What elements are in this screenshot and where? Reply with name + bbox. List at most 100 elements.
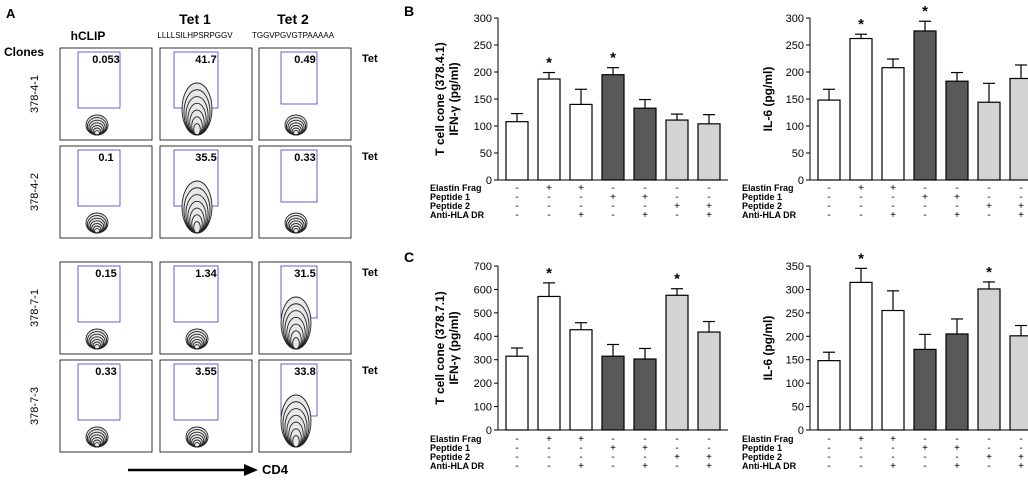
contour-line	[94, 442, 100, 448]
condition-sign: -	[923, 434, 926, 445]
condition-sign: -	[675, 461, 678, 472]
condition-label: Anti-HLA DR	[430, 461, 485, 471]
y-tick-label: 400	[474, 331, 492, 343]
condition-sign: -	[515, 434, 518, 445]
condition-sign: -	[643, 201, 646, 212]
condition-sign: -	[611, 183, 614, 194]
condition-sign: +	[674, 452, 680, 463]
gate-percentage: 0.1	[98, 152, 113, 164]
gate-percentage: 31.5	[294, 268, 315, 280]
gate-rectangle	[173, 363, 219, 421]
condition-sign: +	[642, 461, 648, 472]
condition-label: Peptide 1	[430, 192, 470, 202]
condition-sign: -	[923, 201, 926, 212]
bar	[817, 360, 841, 431]
bar	[881, 67, 905, 181]
clone-label: 378-7-3	[29, 387, 41, 425]
significance-marker: *	[674, 271, 680, 288]
bar	[537, 78, 561, 181]
bar	[945, 333, 969, 431]
y-tick-label: 250	[786, 40, 804, 52]
significance-marker: *	[858, 16, 864, 33]
condition-sign: -	[827, 443, 830, 454]
y-tick-label: 50	[792, 402, 804, 414]
condition-sign: -	[987, 183, 990, 194]
y-tick-label: 200	[786, 331, 804, 343]
condition-sign: -	[643, 452, 646, 463]
condition-label: Peptide 1	[742, 443, 782, 453]
condition-sign: -	[891, 443, 894, 454]
condition-sign: +	[1018, 210, 1024, 221]
significance-marker: *	[546, 265, 552, 282]
condition-sign: +	[890, 434, 896, 445]
contour-line	[193, 123, 201, 136]
bar	[601, 355, 625, 431]
condition-label: Peptide 1	[430, 443, 470, 453]
gate-rectangle	[280, 51, 318, 105]
y-tick-label: 0	[486, 175, 492, 187]
condition-sign: -	[611, 210, 614, 221]
bar	[633, 107, 657, 181]
condition-sign: -	[859, 210, 862, 221]
condition-sign: -	[579, 201, 582, 212]
flow-plot-grid: 378-4-1 Tet 0.053 41.7 0.49 378-4-2 Tet 0.1 35.5…	[29, 47, 378, 453]
condition-sign: -	[579, 452, 582, 463]
condition-sign: -	[579, 192, 582, 203]
flow-plot-frame	[159, 359, 253, 453]
gate-percentage: 41.7	[195, 54, 216, 66]
condition-label: Anti-HLA DR	[430, 210, 485, 220]
gate-rectangle	[280, 149, 318, 203]
y-tick-label: 250	[474, 40, 492, 52]
condition-sign: +	[674, 201, 680, 212]
y-tick-label: 0	[798, 175, 804, 187]
bar-chart: 0 50 100 150 200 250 300 T cell cone (378.4.1) I…	[430, 13, 728, 221]
contour-line	[94, 130, 100, 136]
condition-sign: -	[515, 183, 518, 194]
condition-sign: +	[922, 443, 928, 454]
condition-sign: -	[955, 201, 958, 212]
condition-sign: -	[955, 183, 958, 194]
y-tick-label: 300	[474, 13, 492, 25]
condition-sign: +	[706, 201, 712, 212]
significance-marker: *	[922, 3, 928, 20]
clones-label: Clones	[4, 45, 44, 59]
y-tick-label: 700	[474, 261, 492, 273]
condition-sign: -	[675, 210, 678, 221]
condition-sign: -	[923, 461, 926, 472]
col-header-tet2: Tet 2	[277, 11, 309, 27]
condition-sign: +	[858, 183, 864, 194]
cd4-arrow-head	[244, 464, 258, 476]
bar	[505, 121, 529, 181]
bar	[977, 288, 1001, 431]
y-tick-label: 50	[480, 148, 492, 160]
condition-sign: +	[578, 461, 584, 472]
condition-sign: -	[547, 452, 550, 463]
condition-sign: -	[515, 201, 518, 212]
y-tick-label: 200	[474, 378, 492, 390]
bar	[505, 355, 529, 431]
condition-sign: +	[546, 183, 552, 194]
condition-sign: +	[706, 210, 712, 221]
significance-marker: *	[610, 50, 616, 67]
condition-sign: +	[954, 443, 960, 454]
condition-sign: -	[515, 192, 518, 203]
y-tick-label: 150	[786, 94, 804, 106]
bar	[697, 123, 721, 181]
condition-sign: -	[547, 201, 550, 212]
tet-row-label: Tet	[362, 365, 378, 377]
tet-row-label: Tet	[362, 267, 378, 279]
condition-sign: -	[515, 443, 518, 454]
panel-c-letter: C	[404, 249, 414, 265]
condition-sign: -	[987, 461, 990, 472]
bar	[569, 103, 593, 181]
condition-sign: -	[923, 210, 926, 221]
contour-line	[94, 228, 100, 234]
condition-sign: -	[1019, 192, 1022, 203]
y-tick-label: 100	[786, 121, 804, 133]
y-tick-label: 100	[786, 378, 804, 390]
gate-rectangle	[77, 265, 121, 323]
bar	[537, 295, 561, 431]
